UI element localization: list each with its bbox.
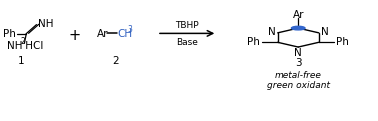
Circle shape	[291, 26, 305, 30]
Text: Ph: Ph	[247, 37, 260, 47]
Text: NH: NH	[38, 19, 54, 29]
Text: CH: CH	[118, 29, 133, 39]
Text: 3: 3	[128, 25, 132, 34]
Text: HCl: HCl	[22, 41, 43, 51]
Text: Ar: Ar	[97, 29, 108, 39]
Text: N: N	[321, 27, 328, 37]
Text: Base: Base	[176, 38, 198, 47]
Text: +: +	[68, 28, 80, 43]
Text: 3: 3	[295, 58, 302, 68]
Text: Ar: Ar	[293, 10, 304, 20]
Text: metal-free: metal-free	[275, 71, 322, 80]
Text: 2: 2	[112, 57, 119, 67]
Text: 2: 2	[20, 37, 25, 46]
Text: Ph: Ph	[3, 29, 15, 39]
Text: N: N	[268, 27, 276, 37]
Text: green oxidant: green oxidant	[267, 81, 330, 90]
Text: Ph: Ph	[336, 37, 349, 47]
Text: 1: 1	[18, 57, 25, 67]
Text: NH: NH	[8, 41, 23, 51]
Text: TBHP: TBHP	[175, 21, 199, 30]
Text: N: N	[294, 48, 302, 57]
